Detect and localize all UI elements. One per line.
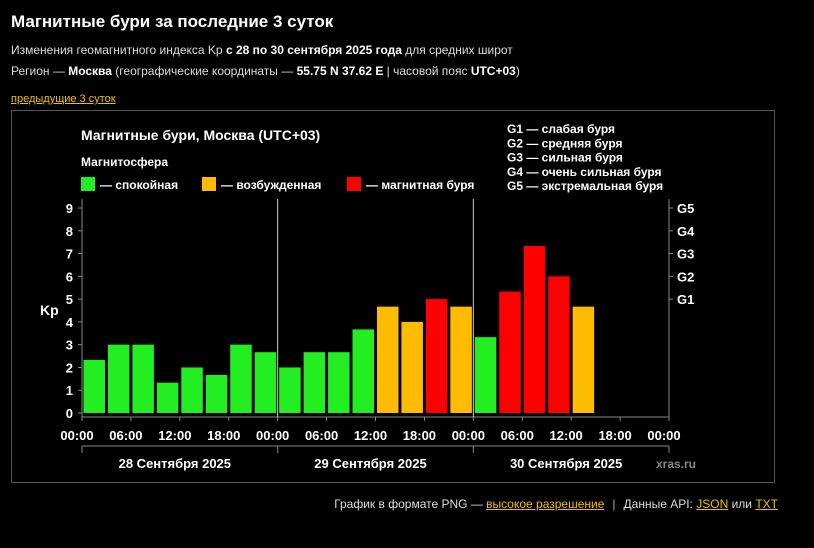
kp-bar: [254, 352, 277, 413]
legend-label: — магнитная буря: [366, 178, 474, 192]
right-axis-label: G4: [677, 224, 695, 239]
x-tick-label: 00:00: [647, 428, 680, 443]
subtitle-period-prefix: Изменения геомагнитного индекса Kp: [11, 43, 226, 57]
kp-bar: [205, 374, 228, 413]
kp-chart: Магнитные бури, Москва (UTC+03) Магнитосф…: [11, 110, 775, 483]
storm-level-label: G5 — экстремальная буря: [507, 179, 663, 193]
right-axis-label: G2: [677, 269, 694, 284]
kp-bar: [499, 291, 521, 413]
legend-label: — возбужденная: [221, 178, 321, 192]
legend-swatch: [347, 177, 361, 191]
storm-level-label: G3 — сильная буря: [507, 151, 623, 165]
x-tick-label: 06:00: [109, 428, 142, 443]
legend-title: Магнитосфера: [81, 155, 168, 169]
kp-bar: [523, 246, 546, 413]
storm-level-label: G1 — слабая буря: [507, 122, 615, 136]
footer-separator: |: [612, 497, 616, 511]
json-link[interactable]: JSON: [696, 497, 729, 511]
kp-bar: [352, 329, 375, 413]
x-tick-label: 12:00: [158, 428, 191, 443]
region-coords: 55.75 N 37.62 E: [296, 64, 384, 78]
chart-title: Магнитные бури, Москва (UTC+03): [81, 127, 320, 143]
x-tick-label: 00:00: [452, 428, 485, 443]
region-prefix: Регион —: [11, 64, 69, 78]
day-label: 30 Сентября 2025: [510, 456, 622, 471]
region-tz-prefix: | часовой пояс: [383, 64, 471, 78]
page-title: Магнитные бури за последние 3 суток: [11, 12, 334, 31]
x-tick-label: 06:00: [305, 428, 338, 443]
kp-bar: [474, 337, 497, 413]
x-tick-label: 18:00: [598, 428, 631, 443]
y-tick-label: 0: [66, 406, 73, 421]
kp-bar: [132, 344, 154, 413]
y-tick-label: 6: [66, 269, 73, 284]
high-resolution-link[interactable]: высокое разрешение: [486, 497, 605, 511]
kp-bar: [401, 321, 423, 413]
y-tick-label: 2: [66, 360, 73, 375]
y-tick-label: 7: [66, 247, 73, 262]
right-axis-label: G3: [677, 247, 694, 262]
watermark: xras.ru: [656, 457, 696, 471]
x-tick-label: 18:00: [403, 428, 436, 443]
kp-bar: [181, 367, 203, 413]
x-tick-label: 18:00: [207, 428, 240, 443]
x-tick-label: 06:00: [501, 428, 534, 443]
right-axis-label: G5: [677, 201, 694, 216]
kp-bar: [230, 344, 252, 413]
kp-bar: [425, 299, 448, 413]
legend-label: — спокойная: [100, 178, 178, 192]
legend-swatch: [81, 177, 95, 191]
y-tick-label: 9: [66, 201, 73, 216]
y-axis-label: Kp: [40, 302, 59, 318]
kp-bar: [279, 367, 301, 413]
y-tick-label: 4: [66, 315, 74, 330]
y-tick-label: 3: [66, 338, 73, 353]
kp-bar: [107, 344, 130, 413]
footer-png-text: График в формате PNG —: [334, 497, 487, 511]
day-label: 29 Сентября 2025: [314, 456, 426, 471]
kp-bar: [156, 382, 179, 413]
x-tick-label: 12:00: [550, 428, 583, 443]
y-tick-label: 8: [66, 224, 73, 239]
kp-bar: [548, 276, 570, 413]
x-tick-label: 12:00: [354, 428, 387, 443]
subtitle-period: Изменения геомагнитного индекса Kp с 28 …: [11, 43, 513, 57]
y-tick-label: 5: [66, 292, 73, 307]
subtitle-region: Регион — Москва (географические координа…: [11, 64, 520, 78]
legend-swatch: [202, 177, 216, 191]
region-suffix: ): [515, 64, 520, 78]
storm-level-label: G4 — очень сильная буря: [507, 165, 662, 179]
subtitle-period-dates: с 28 по 30 сентября 2025 года: [225, 43, 402, 57]
kp-bar: [328, 352, 350, 413]
x-tick-label: 00:00: [60, 428, 93, 443]
region-tz: UTC+03: [470, 64, 516, 78]
right-axis-label: G1: [677, 292, 694, 307]
kp-bar: [83, 359, 105, 413]
storm-level-label: G2 — средняя буря: [507, 136, 623, 150]
region-coords-prefix: (географические координаты —: [111, 64, 297, 78]
txt-link[interactable]: TXT: [755, 497, 778, 511]
footer-api-text: Данные API:: [623, 497, 697, 511]
kp-bar: [450, 306, 472, 413]
x-tick-label: 00:00: [256, 428, 289, 443]
kp-bar: [303, 352, 326, 413]
kp-bar: [572, 306, 595, 413]
kp-bar: [376, 306, 399, 413]
previous-3-days-link[interactable]: предыдущие 3 суток: [11, 93, 116, 105]
footer-or-text: или: [728, 497, 756, 511]
day-label: 28 Сентября 2025: [119, 456, 231, 471]
region-city: Москва: [68, 64, 112, 78]
subtitle-period-suffix: для средних широт: [401, 43, 513, 57]
footer: График в формате PNG — высокое разрешени…: [334, 497, 778, 511]
kp-chart-svg: Магнитные бури, Москва (UTC+03) Магнитосф…: [40, 122, 696, 471]
y-tick-label: 1: [66, 383, 73, 398]
